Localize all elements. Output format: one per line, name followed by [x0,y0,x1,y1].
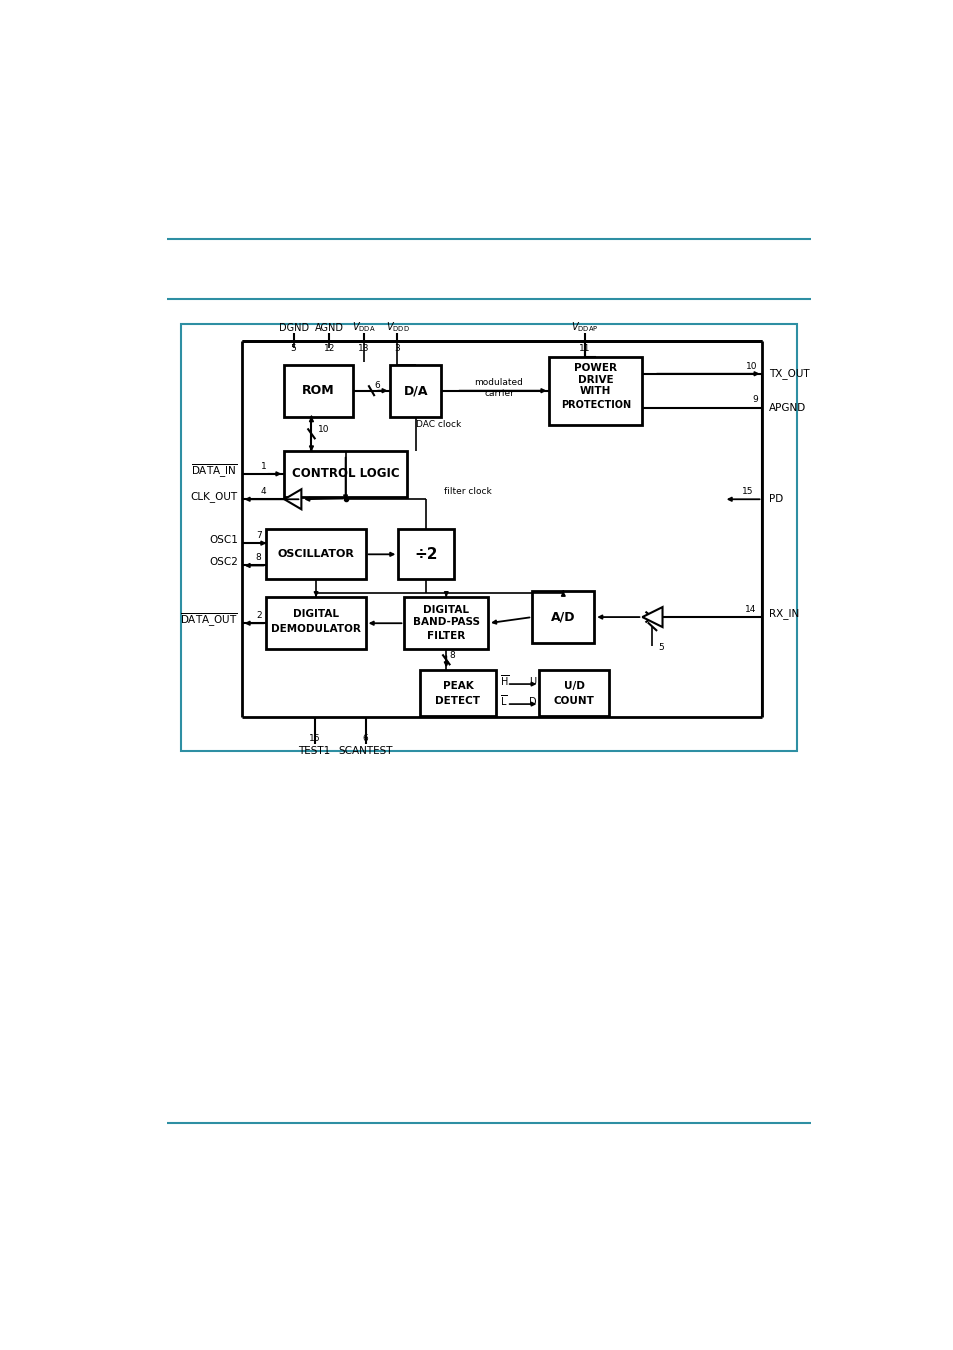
Text: 6: 6 [362,734,368,744]
Text: DIGITAL: DIGITAL [423,605,469,616]
Text: PEAK: PEAK [442,680,473,691]
Bar [284,451,406,497]
Text: POWER: POWER [574,363,617,374]
Text: 1: 1 [260,462,266,471]
Text: 9: 9 [751,396,757,405]
Text: CLK_OUT: CLK_OUT [191,491,237,502]
Text: D/A: D/A [403,385,428,397]
Text: APGND: APGND [768,402,805,413]
Text: DETECT: DETECT [435,697,480,706]
Text: BAND-PASS: BAND-PASS [413,617,479,628]
Text: $\overline{\rm DATA\_IN}$: $\overline{\rm DATA\_IN}$ [192,462,237,479]
Text: WITH: WITH [579,386,611,397]
Text: 5: 5 [291,344,296,352]
Text: $\overline{\rm L}$: $\overline{\rm L}$ [499,694,507,709]
Text: CONTROL LOGIC: CONTROL LOGIC [292,467,399,481]
Text: OSC1: OSC1 [209,535,237,545]
Text: $\rm U$: $\rm U$ [528,675,537,687]
Text: DEMODULATOR: DEMODULATOR [271,625,360,634]
Text: SCANTEST: SCANTEST [338,747,393,756]
Bar [266,529,365,579]
Text: $\overline{\rm H}$: $\overline{\rm H}$ [499,674,509,688]
Text: AGND: AGND [314,323,343,332]
Text: A/D: A/D [551,610,575,624]
Text: U/D: U/D [563,680,584,691]
Bar [284,364,353,417]
Bar [181,324,796,751]
Bar [538,670,608,717]
Bar [532,591,594,643]
Text: DRIVE: DRIVE [578,375,613,385]
Text: $V_{\rm DDA}$: $V_{\rm DDA}$ [352,321,375,335]
Text: 11: 11 [578,344,590,352]
Text: PROTECTION: PROTECTION [560,400,630,409]
Text: modulated: modulated [474,378,523,387]
Text: carrier: carrier [483,389,514,398]
Text: 12: 12 [323,344,335,352]
Text: OSC2: OSC2 [209,558,237,567]
Text: 10: 10 [745,362,757,370]
Text: ROM: ROM [302,385,335,397]
Text: ÷2: ÷2 [414,547,437,562]
Bar [397,529,454,579]
Text: 3: 3 [395,344,400,352]
Text: 8: 8 [449,652,455,660]
Text: 16: 16 [309,734,320,744]
Text: 5: 5 [658,644,663,652]
Text: $\overline{\rm DATA\_OUT}$: $\overline{\rm DATA\_OUT}$ [180,612,237,629]
Text: 4: 4 [260,487,266,495]
Text: PD: PD [768,494,782,505]
Text: 6: 6 [374,381,379,390]
Text: 13: 13 [358,344,370,352]
Text: 10: 10 [317,425,329,435]
Text: $V_{\rm DDAP}$: $V_{\rm DDAP}$ [571,321,598,335]
Text: DGND: DGND [278,323,309,332]
Text: 2: 2 [255,612,261,620]
Text: $V_{\rm DDD}$: $V_{\rm DDD}$ [385,321,409,335]
Text: DAC clock: DAC clock [416,420,461,429]
Bar [266,597,365,649]
Text: RX_IN: RX_IN [768,609,798,620]
Text: TEST1: TEST1 [298,747,331,756]
Text: 8: 8 [255,554,261,563]
Bar [549,356,641,424]
Text: filter clock: filter clock [444,487,492,495]
Text: DIGITAL: DIGITAL [293,609,338,620]
Polygon shape [284,489,301,509]
Text: TX_OUT: TX_OUT [768,369,808,379]
Text: 7: 7 [255,531,261,540]
Text: OSCILLATOR: OSCILLATOR [277,549,355,559]
Bar [404,597,488,649]
Text: 15: 15 [740,487,753,495]
Bar [419,670,496,717]
Polygon shape [641,608,661,628]
Text: $\rm D$: $\rm D$ [527,695,537,707]
Text: COUNT: COUNT [553,697,594,706]
Bar [390,364,440,417]
Text: FILTER: FILTER [427,630,465,640]
Text: 14: 14 [744,605,756,614]
